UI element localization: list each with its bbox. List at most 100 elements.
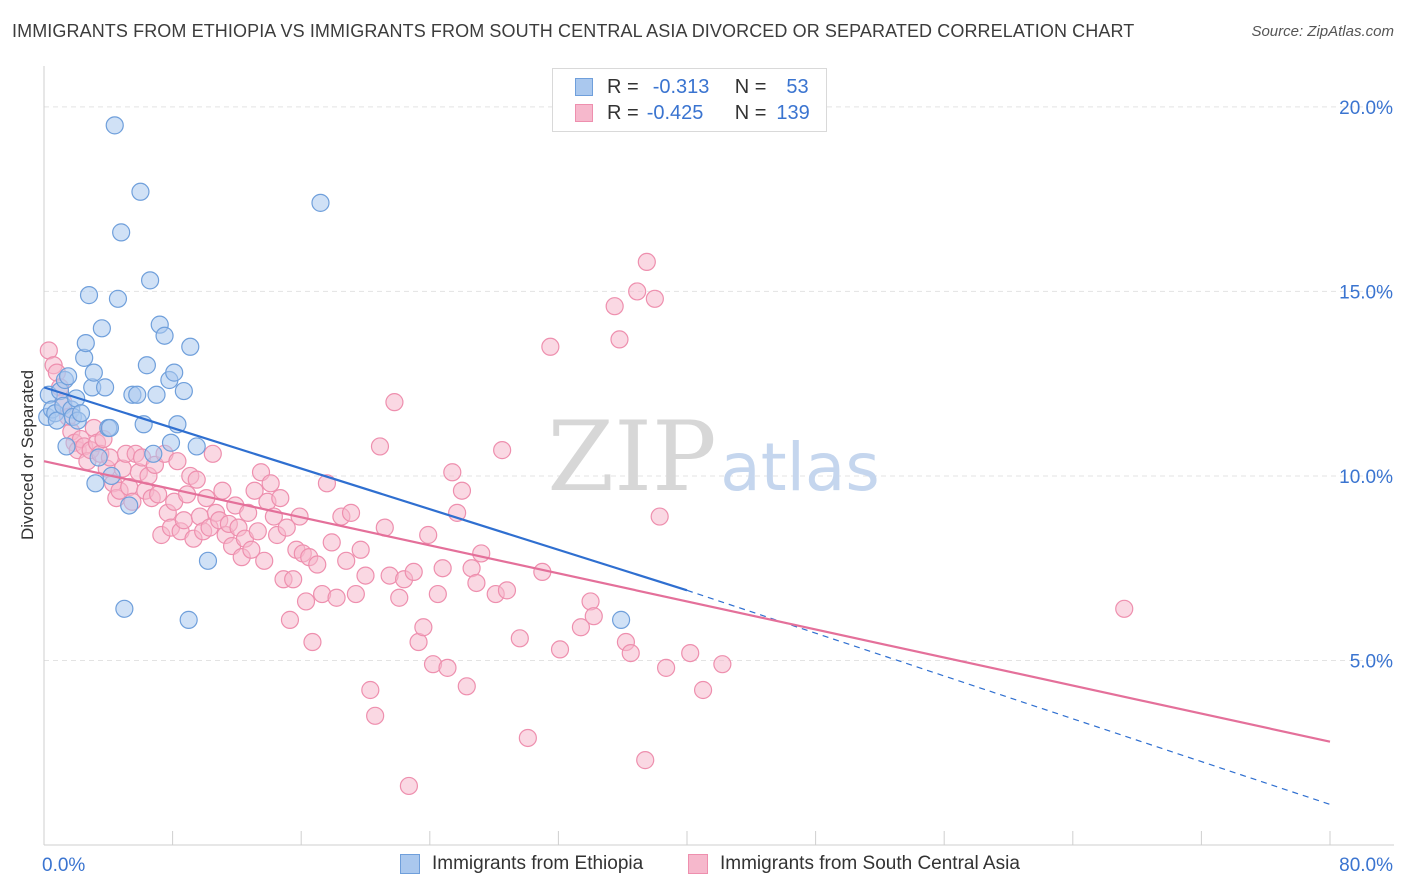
- data-point: [341, 503, 361, 522]
- legend-swatch-sca: [575, 104, 593, 122]
- bottom-legend-swatch-ethiopia: [400, 854, 420, 874]
- data-point: [457, 677, 476, 696]
- data-point: [428, 584, 447, 604]
- data-point: [86, 474, 105, 493]
- x-tick-label: 80.0%: [1339, 855, 1393, 876]
- data-point: [433, 559, 452, 578]
- data-point: [92, 319, 111, 338]
- data-point: [366, 706, 385, 725]
- series-south-central-asia: [39, 252, 1134, 796]
- y-tick-label: 10.0%: [1339, 467, 1393, 488]
- y-axis-label: Divorced or Separated: [18, 370, 37, 540]
- legend-row-ethiopia: R = -0.313 N = 53: [575, 75, 809, 99]
- data-point: [467, 573, 486, 593]
- axes: [43, 66, 1394, 846]
- data-point: [322, 533, 341, 552]
- data-point: [605, 297, 624, 316]
- watermark-zip: ZIP: [547, 401, 716, 513]
- data-point: [261, 474, 280, 493]
- y-tick-label: 5.0%: [1350, 651, 1393, 672]
- trend-line-ethiopia: [43, 386, 688, 592]
- data-point: [245, 481, 264, 500]
- data-point: [438, 658, 457, 677]
- data-point: [390, 588, 409, 607]
- data-point: [131, 182, 150, 201]
- data-point: [657, 658, 676, 677]
- data-point: [550, 640, 570, 659]
- data-point: [327, 588, 346, 607]
- data-point: [518, 728, 537, 748]
- data-point: [147, 385, 166, 404]
- data-point: [637, 252, 656, 272]
- data-point: [404, 562, 423, 582]
- legend-r-label: R =: [607, 75, 639, 98]
- trend-line-extension-ethiopia: [686, 589, 1331, 805]
- data-point: [112, 223, 131, 242]
- data-point: [213, 481, 232, 500]
- data-point: [443, 463, 462, 482]
- bottom-legend-sca: Immigrants from South Central Asia: [688, 850, 1020, 878]
- legend-row-sca: R = -0.425 N = 139: [575, 101, 810, 125]
- stats-legend: R = -0.313 N = 53 R = -0.425 N = 139: [552, 68, 827, 132]
- bottom-legend-label-ethiopia: Immigrants from Ethiopia: [432, 853, 644, 874]
- tick-labels: 5.0% 10.0% 15.0% 20.0% 0.0% 80.0%: [42, 98, 1393, 876]
- trend-lines: [43, 386, 1331, 805]
- data-point: [100, 418, 120, 438]
- bottom-legend-label-sca: Immigrants from South Central Asia: [720, 853, 1020, 874]
- data-point: [356, 566, 375, 585]
- data-point: [296, 592, 316, 611]
- data-point: [510, 629, 529, 648]
- watermark: ZIP atlas: [547, 401, 879, 513]
- data-point: [1115, 599, 1134, 618]
- y-tick-label: 15.0%: [1339, 282, 1393, 303]
- legend-n-label: N =: [734, 75, 767, 98]
- x-tick-label: 0.0%: [42, 855, 85, 876]
- legend-n-label: N =: [734, 101, 767, 124]
- data-point: [414, 618, 433, 637]
- chart-title: IMMIGRANTS FROM ETHIOPIA VS IMMIGRANTS F…: [12, 21, 1135, 41]
- data-point: [271, 488, 290, 508]
- data-point: [628, 282, 647, 301]
- data-point: [636, 751, 655, 770]
- data-point: [128, 385, 147, 404]
- data-point: [108, 289, 128, 308]
- data-point: [59, 367, 78, 386]
- data-point: [187, 437, 206, 456]
- legend-n-value: 53: [786, 75, 809, 98]
- data-point: [174, 511, 193, 530]
- data-point: [198, 551, 218, 570]
- data-point: [611, 610, 631, 629]
- source-label: Source: ZipAtlas.com: [1251, 23, 1394, 40]
- data-point: [452, 481, 472, 500]
- data-point: [713, 655, 732, 674]
- data-point: [179, 610, 198, 629]
- data-point: [399, 776, 419, 796]
- data-point: [370, 437, 390, 456]
- bottom-legend-swatch-sca: [688, 854, 708, 874]
- legend-n-value: 139: [776, 101, 810, 124]
- watermark-atlas: atlas: [720, 429, 880, 506]
- data-point: [187, 470, 206, 489]
- data-point: [419, 525, 438, 545]
- legend-swatch-ethiopia: [575, 78, 593, 96]
- data-point: [308, 555, 327, 574]
- data-point: [115, 599, 134, 618]
- data-point: [497, 581, 517, 600]
- trend-line-sca: [43, 460, 1331, 743]
- data-point: [181, 337, 200, 356]
- data-point: [284, 570, 303, 589]
- data-point: [621, 643, 640, 663]
- data-point: [311, 193, 330, 212]
- data-point: [76, 333, 95, 353]
- data-point: [161, 433, 181, 452]
- data-point: [541, 337, 560, 356]
- data-point: [255, 551, 274, 570]
- data-point: [610, 330, 629, 349]
- data-point: [351, 540, 370, 559]
- data-point: [337, 551, 356, 570]
- data-point: [248, 522, 267, 541]
- data-point: [168, 452, 187, 471]
- data-point: [361, 680, 380, 700]
- data-point: [242, 540, 261, 559]
